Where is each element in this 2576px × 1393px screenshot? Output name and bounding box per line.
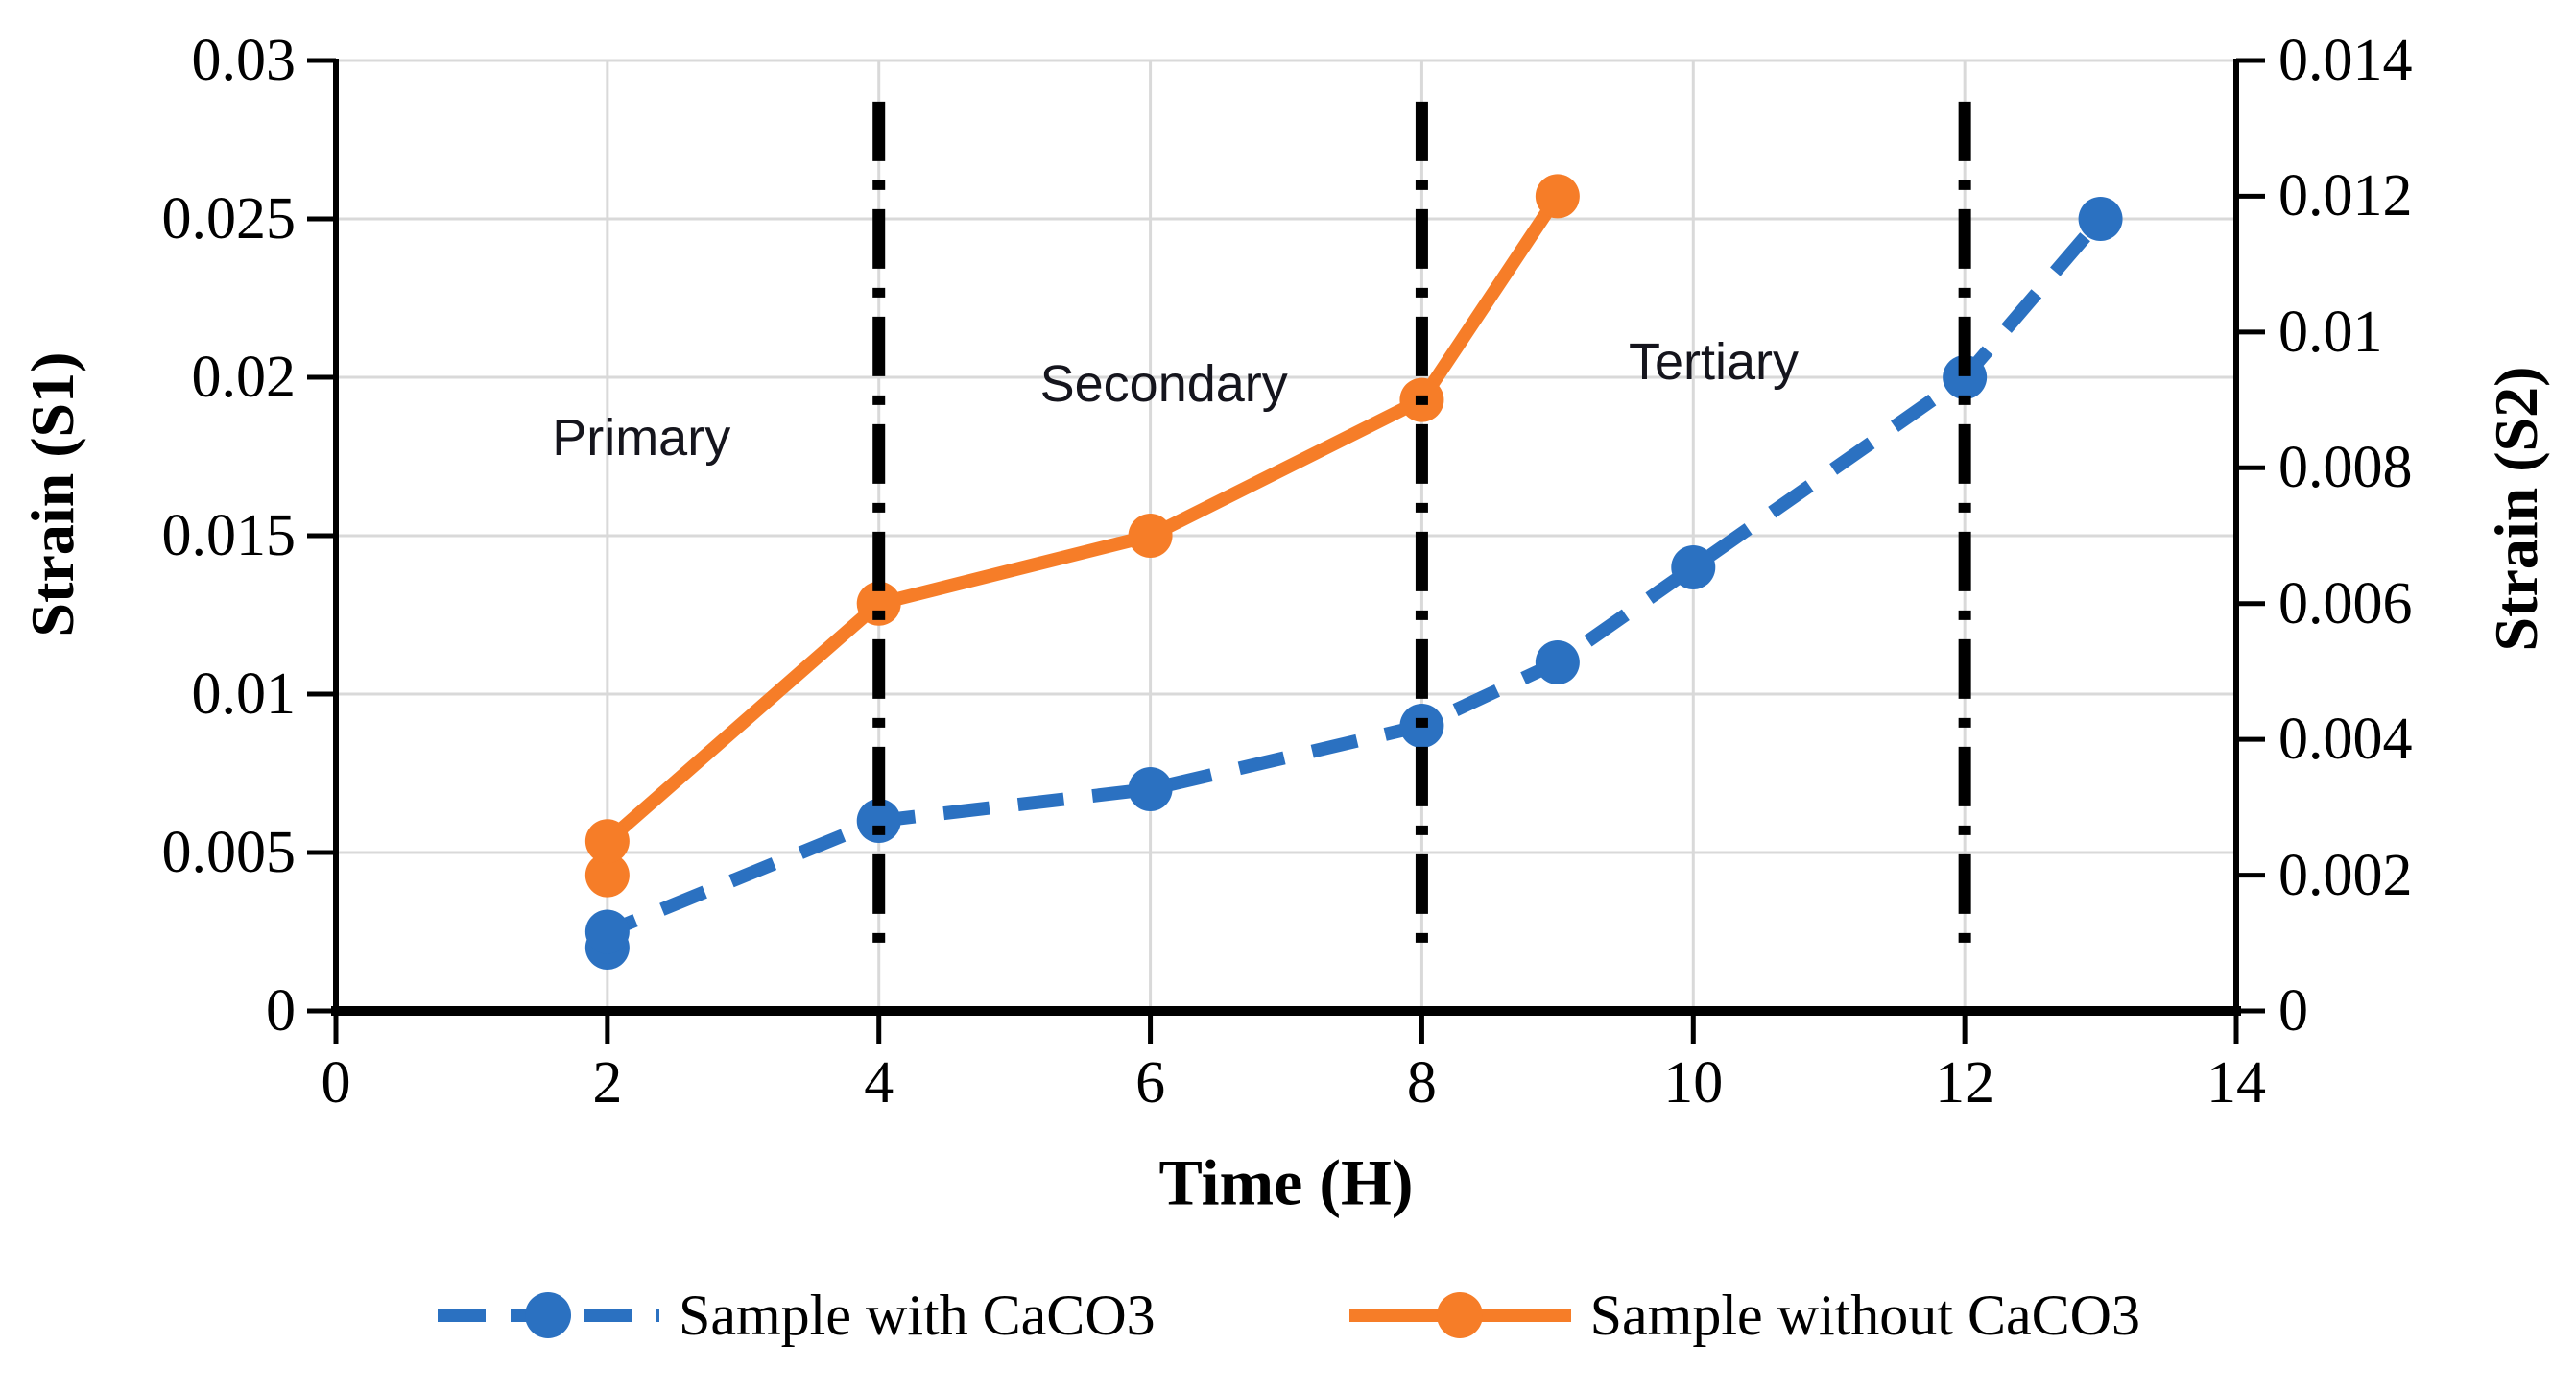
x-tick-label: 12: [1935, 1050, 1995, 1116]
y-left-tick-label: 0.03: [191, 28, 297, 93]
y-left-axis-title: Strain (S1): [18, 351, 86, 637]
x-tick-label: 0: [321, 1050, 351, 1116]
y-left-tick-label: 0.01: [191, 661, 297, 727]
data-point-sample-with-caco3: [584, 909, 630, 954]
legend-item-sample-without-caco3: Sample without CaCO3: [1348, 1283, 2140, 1349]
y-left-tick-label: 0.025: [161, 186, 297, 252]
x-tick-label: 2: [592, 1050, 623, 1116]
y-right-tick-label: 0: [2278, 978, 2308, 1044]
data-point-sample-without-caco3: [1128, 514, 1173, 558]
legend: Sample with CaCO3 Sample without CaCO3: [0, 1267, 2576, 1363]
data-point-sample-with-caco3: [1535, 640, 1580, 684]
legend-line-with-caco3-icon: [438, 1292, 660, 1338]
y-right-tick-label: 0.008: [2278, 435, 2413, 501]
y-right-tick-label: 0.004: [2278, 707, 2413, 773]
annotation-secondary: Secondary: [1039, 354, 1288, 413]
y-left-tick-label: 0.005: [161, 820, 297, 885]
x-tick-label: 6: [1135, 1050, 1166, 1116]
data-point-sample-without-caco3: [584, 819, 630, 864]
y-left-tick-label: 0.015: [161, 503, 297, 568]
y-right-tick-label: 0.01: [2278, 299, 2383, 365]
y-right-tick-label: 0.014: [2278, 28, 2413, 93]
y-right-tick-label: 0.002: [2278, 842, 2413, 908]
x-tick-label: 4: [864, 1050, 894, 1116]
legend-label-sample-without-caco3: Sample without CaCO3: [1589, 1283, 2140, 1347]
data-point-sample-with-caco3: [1128, 767, 1173, 811]
series-line-sample-with-caco3: [600, 214, 2106, 948]
data-point-sample-with-caco3: [2078, 197, 2123, 241]
annotation-primary: Primary: [552, 408, 731, 467]
data-point-sample-without-caco3: [856, 581, 901, 626]
data-point-sample-without-caco3: [1535, 174, 1580, 219]
x-axis-title: Time (H): [1158, 1145, 1414, 1219]
y-right-tick-label: 0.012: [2278, 163, 2413, 229]
y-right-tick-label: 0.006: [2278, 570, 2413, 636]
legend-line-without-caco3-icon: [1348, 1292, 1571, 1338]
data-point-sample-with-caco3: [856, 799, 901, 843]
y-right-axis-title: Strain (S2): [2482, 366, 2550, 652]
data-point-sample-with-caco3: [1943, 355, 1988, 399]
annotation-tertiary: Tertiary: [1628, 332, 1800, 391]
y-left-tick-label: 0.02: [191, 345, 297, 410]
legend-item-sample-with-caco3: Sample with CaCO3: [436, 1283, 1156, 1349]
y-left-tick-label: 0: [266, 978, 296, 1044]
data-point-sample-without-caco3: [584, 853, 630, 898]
legend-label-sample-with-caco3: Sample with CaCO3: [679, 1283, 1156, 1347]
x-tick-label: 10: [1663, 1050, 1724, 1116]
x-tick-label: 14: [2206, 1050, 2266, 1116]
x-tick-label: 8: [1406, 1050, 1437, 1116]
data-point-sample-with-caco3: [1671, 545, 1716, 589]
